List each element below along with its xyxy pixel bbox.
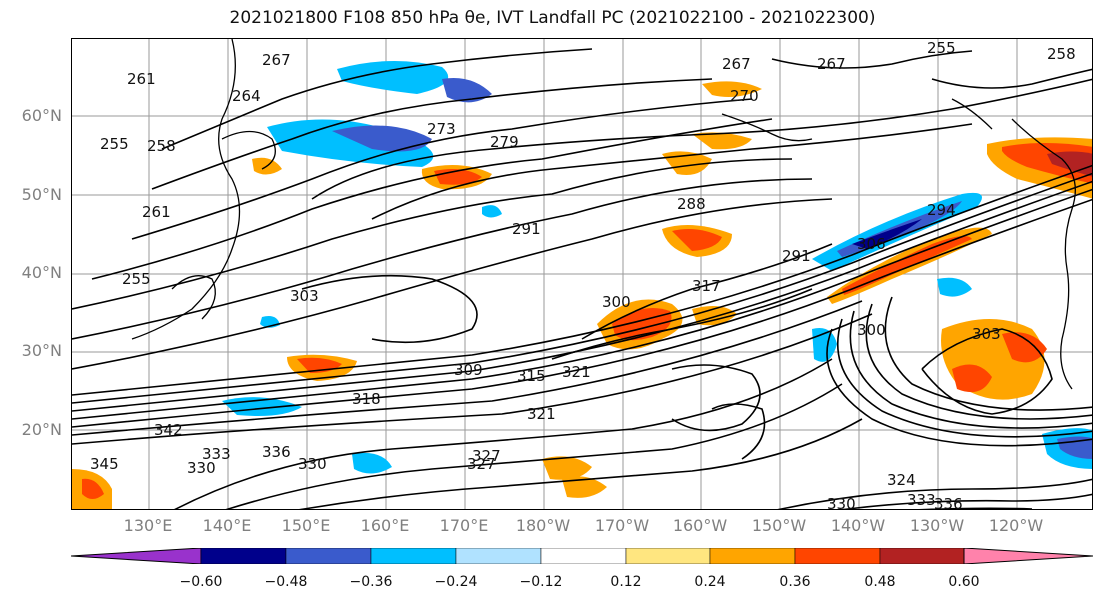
contour-label: 273 — [427, 120, 456, 138]
colorbar-tick-label: −0.12 — [519, 574, 563, 590]
colorbar-segment — [200, 548, 287, 564]
graticule — [72, 39, 1092, 509]
contour-label: 300 — [602, 293, 631, 311]
contour-label: 345 — [90, 455, 119, 473]
lon-label-130e: 130°E — [123, 516, 173, 535]
contour-label: 288 — [677, 195, 706, 213]
colorbar-extend-low — [71, 548, 202, 564]
contour-label: 303 — [972, 325, 1001, 343]
colorbar-tick-label: −0.48 — [264, 574, 308, 590]
theta-e-map: 267 261 264 255 258 273 279 261 255 291 … — [72, 39, 1092, 510]
colorbar-tick-label: −0.24 — [434, 574, 478, 590]
lon-label-160w: 160°W — [672, 516, 728, 535]
lat-label-50n: 50°N — [21, 185, 62, 204]
contour-label: 270 — [730, 87, 759, 105]
colorbar — [71, 548, 1093, 564]
contour-label: 294 — [927, 201, 956, 219]
lon-label-150e: 150°E — [281, 516, 331, 535]
colorbar-tick-label: 0.24 — [694, 574, 726, 590]
contour-label: 303 — [290, 287, 319, 305]
contour-label: 342 — [154, 421, 183, 439]
colorbar-tick-label: −0.60 — [179, 574, 223, 590]
contour-label: 255 — [927, 39, 956, 57]
colorbar-segment — [879, 548, 965, 564]
colorbar-tick-label: −0.36 — [349, 574, 393, 590]
lon-label-120w: 120°W — [988, 516, 1044, 535]
contour-label: 255 — [100, 135, 129, 153]
contour-label: 258 — [147, 137, 176, 155]
colorbar-segment — [370, 548, 457, 564]
figure-title: 2021021800 F108 850 hPa θe, IVT Landfall… — [229, 8, 876, 28]
lat-label-60n: 60°N — [21, 106, 62, 125]
lon-label-170w: 170°W — [594, 516, 650, 535]
lon-label-170e: 170°E — [439, 516, 489, 535]
map-panel: 267 261 264 255 258 273 279 261 255 291 … — [71, 38, 1093, 510]
colorbar-tick-label: 0.36 — [779, 574, 811, 590]
contour-label: 317 — [692, 277, 721, 295]
colorbar-tick-label: 0.12 — [610, 574, 642, 590]
contour-label: 336 — [262, 443, 291, 461]
contour-label: 291 — [782, 247, 811, 265]
contour-labels: 267 261 264 255 258 273 279 261 255 291 … — [90, 39, 1076, 510]
colorbar-segment — [709, 548, 796, 564]
contour-label: 327 — [472, 447, 501, 465]
contour-label: 324 — [887, 471, 916, 489]
colorbar-segment — [794, 548, 881, 564]
colorbar-segment — [455, 548, 542, 564]
contour-label: 330 — [187, 459, 216, 477]
contour-label: 330 — [827, 495, 856, 510]
contour-label: 321 — [527, 405, 556, 423]
contour-label: 321 — [562, 363, 591, 381]
lon-label-140w: 140°W — [830, 516, 886, 535]
colorbar-segment — [285, 548, 372, 564]
colorbar-tick-label: 0.60 — [948, 574, 980, 590]
contour-label: 306 — [857, 235, 886, 253]
contour-label: 267 — [817, 55, 846, 73]
coastlines — [131, 39, 1076, 390]
contour-label: 330 — [298, 455, 327, 473]
lon-label-140e: 140°E — [202, 516, 252, 535]
lat-label-40n: 40°N — [21, 263, 62, 282]
contour-label: 267 — [722, 55, 751, 73]
theta-e-contours — [72, 48, 1092, 509]
contour-label: 291 — [512, 220, 541, 238]
contour-label: 318 — [352, 390, 381, 408]
contour-label: 267 — [262, 51, 291, 69]
lon-label-130w: 130°W — [909, 516, 965, 535]
lon-label-160e: 160°E — [360, 516, 410, 535]
contour-label: 336 — [934, 495, 963, 510]
contour-label: 258 — [1047, 45, 1076, 63]
lat-label-30n: 30°N — [21, 341, 62, 360]
colorbar-tick-label: 0.48 — [864, 574, 896, 590]
contour-label: 279 — [490, 133, 519, 151]
contour-label: 327 — [467, 455, 496, 473]
lat-label-20n: 20°N — [21, 420, 62, 439]
lon-label-150w: 150°W — [751, 516, 807, 535]
contour-label: 333 — [202, 445, 231, 463]
contour-label: 333 — [907, 491, 936, 509]
colorbar-extend-high — [963, 548, 1093, 564]
contour-label: 264 — [232, 87, 261, 105]
contour-label: 309 — [454, 361, 483, 379]
contour-label: 261 — [142, 203, 171, 221]
contour-label: 261 — [127, 70, 156, 88]
colorbar-segment — [625, 548, 711, 564]
lon-label-180w: 180°W — [515, 516, 571, 535]
colorbar-segment — [540, 548, 627, 564]
contour-label: 300 — [857, 321, 886, 339]
contour-label: 315 — [517, 367, 546, 385]
contour-label: 255 — [122, 270, 151, 288]
